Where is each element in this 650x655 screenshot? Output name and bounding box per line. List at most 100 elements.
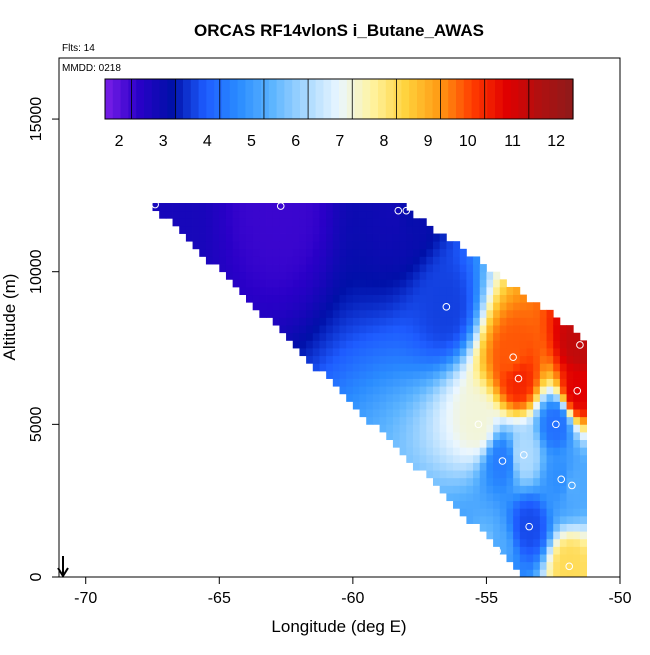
heatmap-cell: [426, 302, 434, 311]
heatmap-cell: [533, 447, 541, 456]
heatmap-cell: [579, 378, 588, 387]
heatmap-cell: [499, 462, 507, 471]
heatmap-cell: [519, 294, 527, 303]
heatmap-cell: [379, 309, 387, 318]
heatmap-cell: [466, 378, 474, 387]
heatmap-cell: [499, 348, 507, 357]
heatmap-cell: [412, 393, 421, 402]
heatmap-cell: [506, 370, 514, 379]
heatmap-cell: [433, 248, 441, 257]
heatmap-field: [152, 203, 588, 577]
heatmap-cell: [579, 393, 588, 402]
heatmap-cell: [553, 439, 561, 448]
heatmap-cell: [433, 363, 441, 372]
heatmap-cell: [506, 462, 514, 471]
heatmap-cell: [359, 363, 367, 372]
heatmap-cell: [266, 286, 274, 296]
heatmap-cell: [352, 264, 360, 273]
heatmap-cell: [286, 271, 294, 280]
heatmap-cell: [513, 485, 521, 494]
heatmap-cell: [553, 538, 561, 547]
heatmap-cell: [219, 225, 227, 234]
heatmap-cell: [513, 325, 521, 334]
heatmap-cell: [399, 416, 407, 425]
heatmap-cell: [566, 470, 574, 479]
heatmap-cell: [533, 515, 541, 524]
heatmap-cell: [326, 271, 334, 280]
heatmap-cell: [459, 302, 467, 311]
heatmap-cell: [386, 416, 394, 425]
heatmap-cell: [439, 462, 447, 471]
heatmap-cell: [553, 515, 561, 524]
heatmap-cell: [546, 355, 554, 364]
heatmap-cell: [259, 233, 267, 242]
heatmap-cell: [266, 203, 274, 212]
heatmap-cell: [192, 203, 200, 212]
heatmap-cell: [326, 225, 334, 234]
heatmap-cell: [579, 500, 588, 509]
heatmap-cell: [433, 477, 441, 486]
heatmap-cell: [352, 203, 360, 212]
heatmap-cell: [453, 370, 461, 379]
heatmap-cell: [559, 569, 567, 577]
heatmap-cell: [266, 309, 274, 318]
heatmap-cell: [519, 538, 527, 547]
heatmap-cell: [539, 340, 547, 349]
heatmap-cell: [392, 439, 401, 448]
heatmap-cell: [493, 538, 501, 547]
heatmap-cell: [426, 309, 434, 318]
heatmap-cell: [539, 439, 547, 448]
heatmap-cell: [473, 363, 481, 372]
heatmap-cell: [239, 210, 247, 219]
heatmap-cell: [372, 218, 380, 227]
heatmap-cell: [359, 225, 367, 234]
heatmap-cell: [486, 378, 494, 387]
heatmap-cell: [426, 317, 434, 326]
heatmap-cell: [473, 477, 481, 486]
heatmap-cell: [466, 416, 474, 425]
heatmap-cell: [579, 538, 588, 547]
heatmap-cell: [539, 569, 547, 577]
heatmap-cell: [339, 370, 347, 379]
heatmap-cell: [559, 531, 567, 540]
heatmap-cell: [366, 294, 374, 303]
heatmap-cell: [426, 233, 434, 242]
heatmap-cell: [219, 241, 227, 250]
heatmap-cell: [459, 348, 467, 357]
heatmap-cell: [546, 485, 554, 494]
heatmap-cell: [446, 409, 454, 418]
colorbar-cell: [346, 79, 356, 119]
heatmap-cell: [346, 340, 354, 349]
heatmap-cell: [406, 218, 414, 227]
heatmap-cell: [259, 286, 267, 296]
heatmap-cell: [332, 241, 340, 250]
heatmap-cell: [159, 210, 167, 219]
heatmap-cell: [352, 286, 360, 296]
heatmap-cell: [513, 401, 521, 410]
heatmap-cell: [266, 271, 274, 280]
heatmap-cell: [446, 370, 454, 379]
heatmap-cell: [566, 332, 574, 341]
heatmap-cell: [446, 348, 454, 357]
heatmap-cell: [473, 332, 481, 341]
heatmap-cell: [513, 340, 521, 349]
heatmap-cell: [466, 294, 474, 303]
heatmap-cell: [553, 370, 561, 379]
sample-point: [576, 341, 584, 349]
heatmap-cell: [212, 256, 220, 265]
heatmap-cell: [412, 401, 421, 410]
heatmap-cell: [239, 233, 247, 242]
heatmap-cell: [292, 302, 300, 311]
heatmap-cell: [546, 477, 554, 486]
heatmap-cell: [453, 378, 461, 387]
heatmap-cell: [446, 340, 454, 349]
heatmap-cell: [419, 241, 427, 250]
heatmap-cell: [513, 424, 521, 433]
heatmap-cell: [486, 370, 494, 379]
heatmap-cell: [573, 561, 581, 570]
heatmap-cell: [419, 431, 427, 441]
heatmap-cell: [539, 416, 547, 425]
colorbar-cell: [151, 79, 161, 119]
heatmap-cell: [459, 477, 467, 486]
heatmap-cell: [259, 248, 267, 257]
